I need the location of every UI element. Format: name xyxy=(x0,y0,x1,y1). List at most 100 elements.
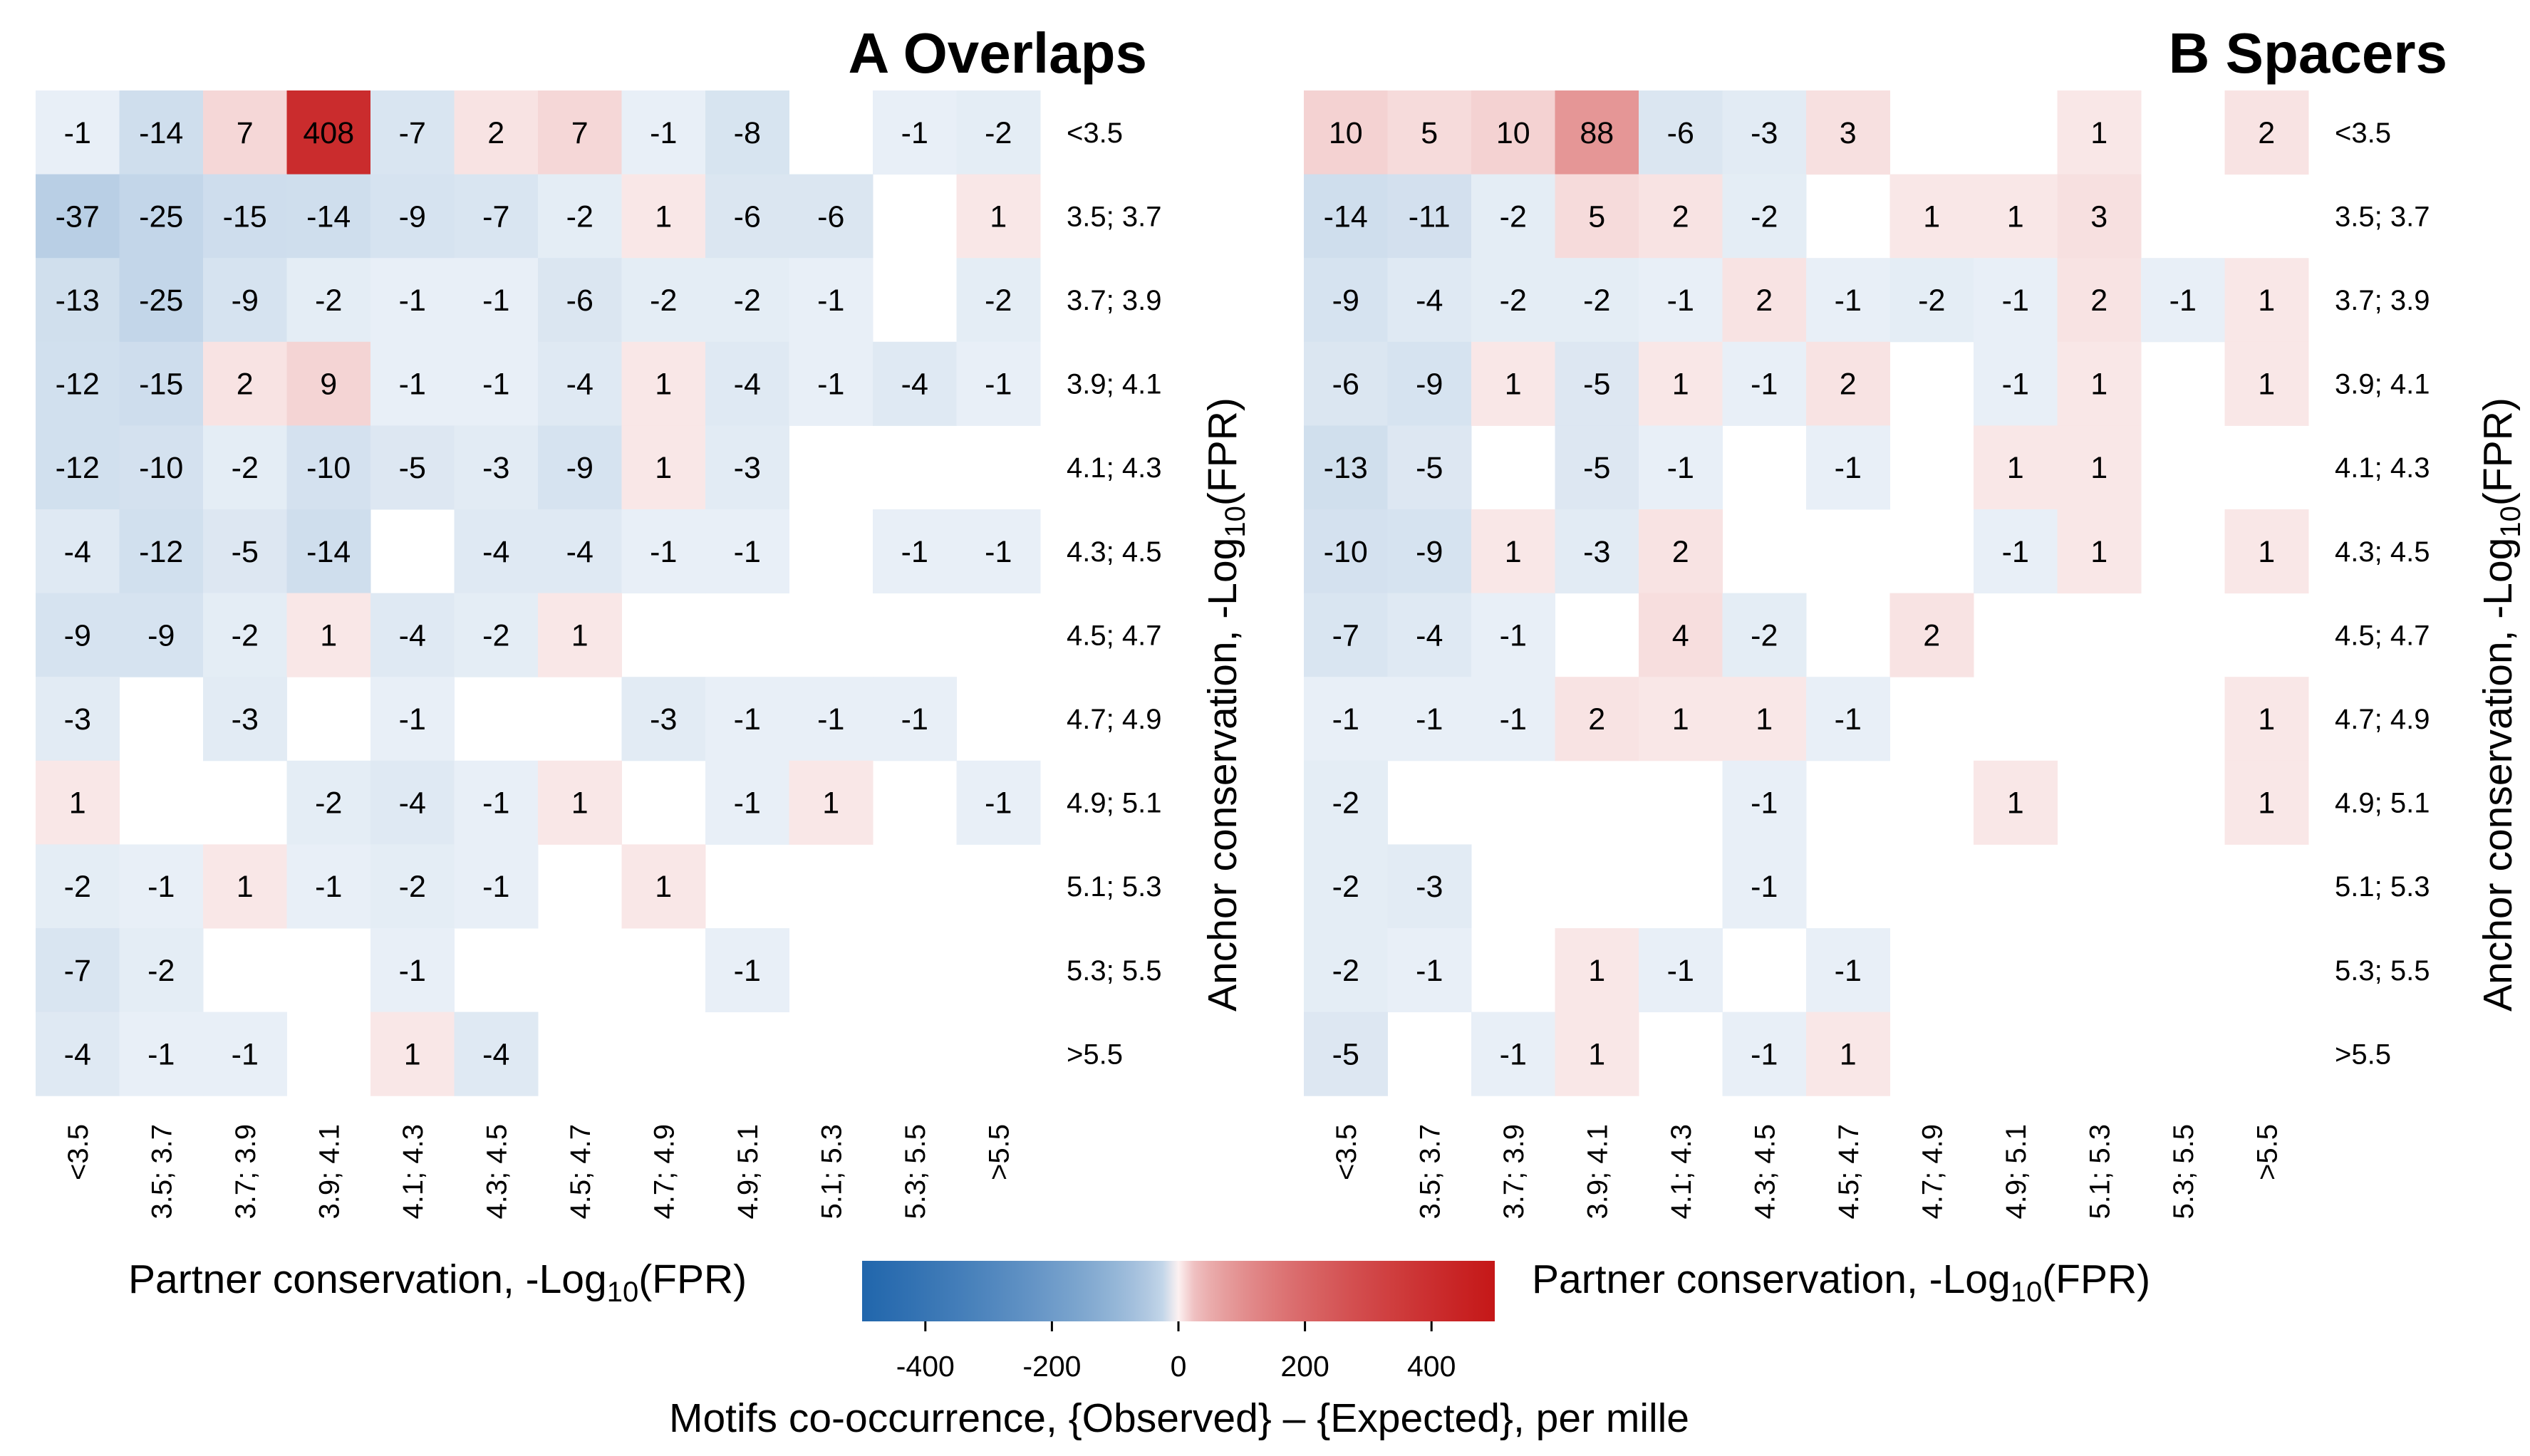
heatmap-cell xyxy=(538,760,622,845)
cell-value-label: -9 xyxy=(1416,368,1443,402)
cell-value-label: -1 xyxy=(1667,954,1694,988)
heatmap-cell xyxy=(1304,760,1388,845)
cell-value-label: 1 xyxy=(2090,451,2108,485)
heatmap-cell xyxy=(119,90,204,175)
heatmap-cell xyxy=(538,593,622,677)
cell-value-label: -1 xyxy=(1416,954,1443,988)
cell-value-label: 10 xyxy=(1329,116,1363,150)
cell-value-label: -11 xyxy=(1409,199,1451,234)
heatmap-cell xyxy=(1471,341,1555,426)
cell-value-label: 5 xyxy=(1421,116,1438,150)
heatmap-cell xyxy=(873,509,957,594)
cell-value-label: -4 xyxy=(901,368,928,402)
cell-value-label: -1 xyxy=(64,116,91,150)
cell-value-label: -4 xyxy=(64,1037,91,1071)
cell-value-label: -1 xyxy=(817,284,844,318)
cell-value-label: -1 xyxy=(734,535,761,569)
cell-value-label: -1 xyxy=(1500,1037,1527,1071)
heatmap-cell xyxy=(789,174,873,259)
heatmap-cell xyxy=(370,425,455,510)
cell-value-label: -4 xyxy=(399,786,426,821)
heatmap-cell xyxy=(1471,90,1555,175)
panel-a-row-tick-label: >5.5 xyxy=(1067,1039,1123,1070)
cell-value-label: 1 xyxy=(2090,368,2108,402)
panel-b-row-tick-label: <3.5 xyxy=(2335,118,2391,149)
heatmap-cell xyxy=(36,174,120,259)
cell-value-label: 1 xyxy=(1923,199,1940,234)
panel-a-col-tick-label: 3.9; 4.1 xyxy=(313,1124,345,1219)
heatmap-cell xyxy=(454,258,539,343)
panel-b-col-tick-label: 4.1; 4.3 xyxy=(1666,1124,1697,1219)
heatmap-cell xyxy=(203,258,287,343)
cell-value-label: 1 xyxy=(1756,702,1773,737)
panel-a-col-tick-label: 5.1; 5.3 xyxy=(816,1124,847,1219)
cell-value-label: -5 xyxy=(399,451,426,485)
cell-value-label: 2 xyxy=(237,368,254,402)
cell-value-label: -2 xyxy=(315,786,342,821)
cell-value-label: 1 xyxy=(2258,535,2275,569)
heatmap-cell xyxy=(1471,258,1555,343)
heatmap-cell xyxy=(36,928,120,1013)
heatmap-cell xyxy=(203,677,287,761)
heatmap-cell xyxy=(1471,677,1555,761)
heatmap-cell xyxy=(2057,341,2142,426)
heatmap-cell xyxy=(36,341,120,426)
heatmap-cell xyxy=(1555,90,1639,175)
panel-a-cells: -1 -14 7 408 -7 2 7 -1 -8 -1 -2 -37 -25 -15 -14 -9 -7 -2 1… xyxy=(36,90,1041,1096)
heatmap-cell xyxy=(538,90,622,175)
cell-value-label: 1 xyxy=(2090,116,2108,150)
heatmap-cell xyxy=(1304,928,1388,1013)
heatmap-cell xyxy=(36,760,120,845)
heatmap-cell xyxy=(621,509,706,594)
heatmap-cell xyxy=(1639,258,1723,343)
cell-value-label: -1 xyxy=(985,368,1012,402)
heatmap-cell xyxy=(2224,677,2309,761)
heatmap-cell xyxy=(286,593,371,677)
heatmap-cell xyxy=(2057,90,2142,175)
heatmap-cell xyxy=(705,760,789,845)
panel-a-col-tick-label: 4.1; 4.3 xyxy=(398,1124,429,1219)
heatmap-cell xyxy=(538,174,622,259)
panel-a-col-tick-label: >5.5 xyxy=(983,1124,1015,1180)
panel-b-row-tick-label: >5.5 xyxy=(2335,1039,2391,1070)
cell-value-label: -25 xyxy=(139,284,183,318)
cell-value-label: -1 xyxy=(734,702,761,737)
cell-value-label: -3 xyxy=(734,451,761,485)
cell-value-label: -15 xyxy=(223,199,267,234)
heatmap-cell xyxy=(621,677,706,761)
cell-value-label: -2 xyxy=(232,618,259,652)
heatmap-cell xyxy=(1639,928,1723,1013)
colorbar-tick-label: -200 xyxy=(1022,1350,1081,1383)
heatmap-cell xyxy=(203,341,287,426)
cell-value-label: 1 xyxy=(2258,702,2275,737)
cell-value-label: -1 xyxy=(482,786,509,821)
heatmap-cell xyxy=(789,341,873,426)
cell-value-label: 1 xyxy=(822,786,839,821)
cell-value-label: -1 xyxy=(901,116,928,150)
cell-value-label: 3 xyxy=(1840,116,1857,150)
heatmap-cell xyxy=(454,844,539,929)
cell-value-label: 1 xyxy=(1505,368,1522,402)
cell-value-label: 88 xyxy=(1580,116,1614,150)
cell-value-label: 2 xyxy=(1672,199,1689,234)
heatmap-cell xyxy=(36,593,120,677)
cell-value-label: -1 xyxy=(1835,284,1862,318)
heatmap-cell xyxy=(370,1012,455,1096)
heatmap-cell xyxy=(1304,1012,1388,1096)
heatmap-cell xyxy=(286,844,371,929)
cell-value-label: -1 xyxy=(1835,702,1862,737)
cell-value-label: -1 xyxy=(1751,1037,1778,1071)
cell-value-label: 1 xyxy=(1840,1037,1857,1071)
cell-value-label: 1 xyxy=(2007,786,2024,821)
heatmap-cell xyxy=(1555,425,1639,510)
heatmap-cell xyxy=(1387,844,1472,929)
cell-value-label: -9 xyxy=(64,618,91,652)
cell-value-label: 1 xyxy=(1672,702,1689,737)
panel-b-col-tick-label: 4.3; 4.5 xyxy=(1749,1124,1780,1219)
cell-value-label: -2 xyxy=(64,870,91,904)
panel-a-row-tick-label: 3.7; 3.9 xyxy=(1067,285,1161,316)
heatmap-cell xyxy=(873,341,957,426)
heatmap-cell xyxy=(1639,174,1723,259)
cell-value-label: 10 xyxy=(1496,116,1530,150)
heatmap-cell xyxy=(1471,1012,1555,1096)
